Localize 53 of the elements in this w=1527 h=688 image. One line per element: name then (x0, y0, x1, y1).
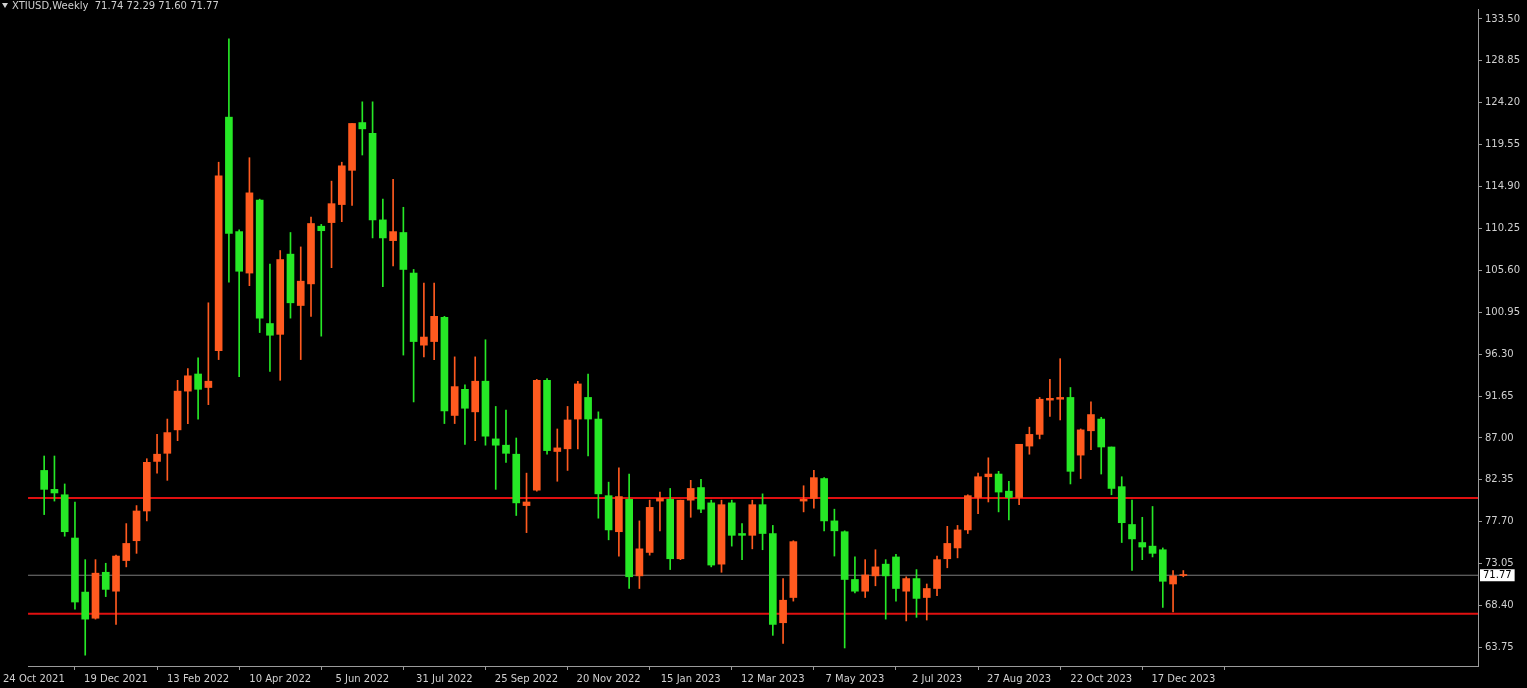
y-tick-label: 110.25 (1485, 222, 1521, 234)
candlestick (317, 224, 326, 337)
candlestick (266, 263, 274, 372)
x-tick-label: 20 Nov 2022 (576, 672, 641, 684)
y-tick-label: 87.00 (1485, 431, 1514, 443)
candlestick (491, 406, 500, 490)
chart-title: XTIUSD,Weekly 71.74 72.29 71.60 71.77 (12, 0, 219, 11)
y-tick-label: 124.20 (1485, 96, 1521, 108)
y-tick-label: 91.65 (1485, 389, 1514, 401)
y-tick-label: 105.60 (1485, 263, 1521, 275)
candlestick (502, 409, 510, 463)
candlestick (1128, 499, 1136, 571)
candlestick (1179, 570, 1188, 578)
x-tick-label: 7 May 2023 (825, 672, 885, 684)
x-tick-label: 27 Aug 2023 (987, 672, 1052, 684)
candlestick (153, 434, 161, 474)
candlestick (358, 101, 367, 156)
candlestick (1056, 358, 1064, 421)
candlestick (553, 428, 562, 482)
y-tick-label: 96.30 (1485, 347, 1514, 359)
x-tick-label: 2 Jul 2023 (911, 672, 963, 684)
x-tick-label: 15 Jan 2023 (660, 672, 721, 684)
candlestick (656, 491, 664, 532)
y-tick-label: 82.35 (1485, 473, 1514, 485)
y-tick-label: 77.70 (1485, 515, 1514, 527)
y-tick-label: 128.85 (1485, 54, 1521, 66)
y-tick-label: 100.95 (1485, 305, 1521, 317)
x-tick-label: 12 Mar 2023 (741, 672, 805, 684)
x-tick-label: 25 Sep 2022 (494, 672, 559, 684)
candlestick (1138, 516, 1147, 560)
candlestick (881, 559, 890, 620)
x-tick-label: 13 Feb 2022 (166, 672, 230, 684)
x-tick-label: 31 Jul 2022 (416, 672, 473, 684)
candlestick (1005, 480, 1013, 521)
candlestick (389, 179, 397, 267)
y-tick-label: 73.05 (1485, 557, 1514, 569)
x-tick-label: 22 Oct 2023 (1070, 672, 1133, 684)
candlestick (379, 198, 387, 287)
y-tick-label: 114.90 (1485, 180, 1521, 192)
x-tick-label: 10 Apr 2022 (249, 672, 312, 684)
y-tick-label: 119.55 (1485, 138, 1521, 150)
candlestick (420, 282, 428, 358)
x-tick-label: 17 Dec 2023 (1151, 672, 1216, 684)
candlestick (738, 523, 746, 560)
x-tick-label: 5 Jun 2022 (335, 672, 390, 684)
candlestick (296, 246, 305, 360)
candlestick (1169, 570, 1177, 613)
y-tick-label: 133.50 (1485, 12, 1521, 24)
x-tick-label: 24 Oct 2021 (3, 672, 65, 684)
y-tick-label: 68.40 (1485, 599, 1514, 611)
x-tick-label: 19 Dec 2021 (84, 672, 148, 684)
ref-line-label: 71.77 (1483, 568, 1512, 580)
y-tick-label: 63.75 (1485, 641, 1514, 653)
